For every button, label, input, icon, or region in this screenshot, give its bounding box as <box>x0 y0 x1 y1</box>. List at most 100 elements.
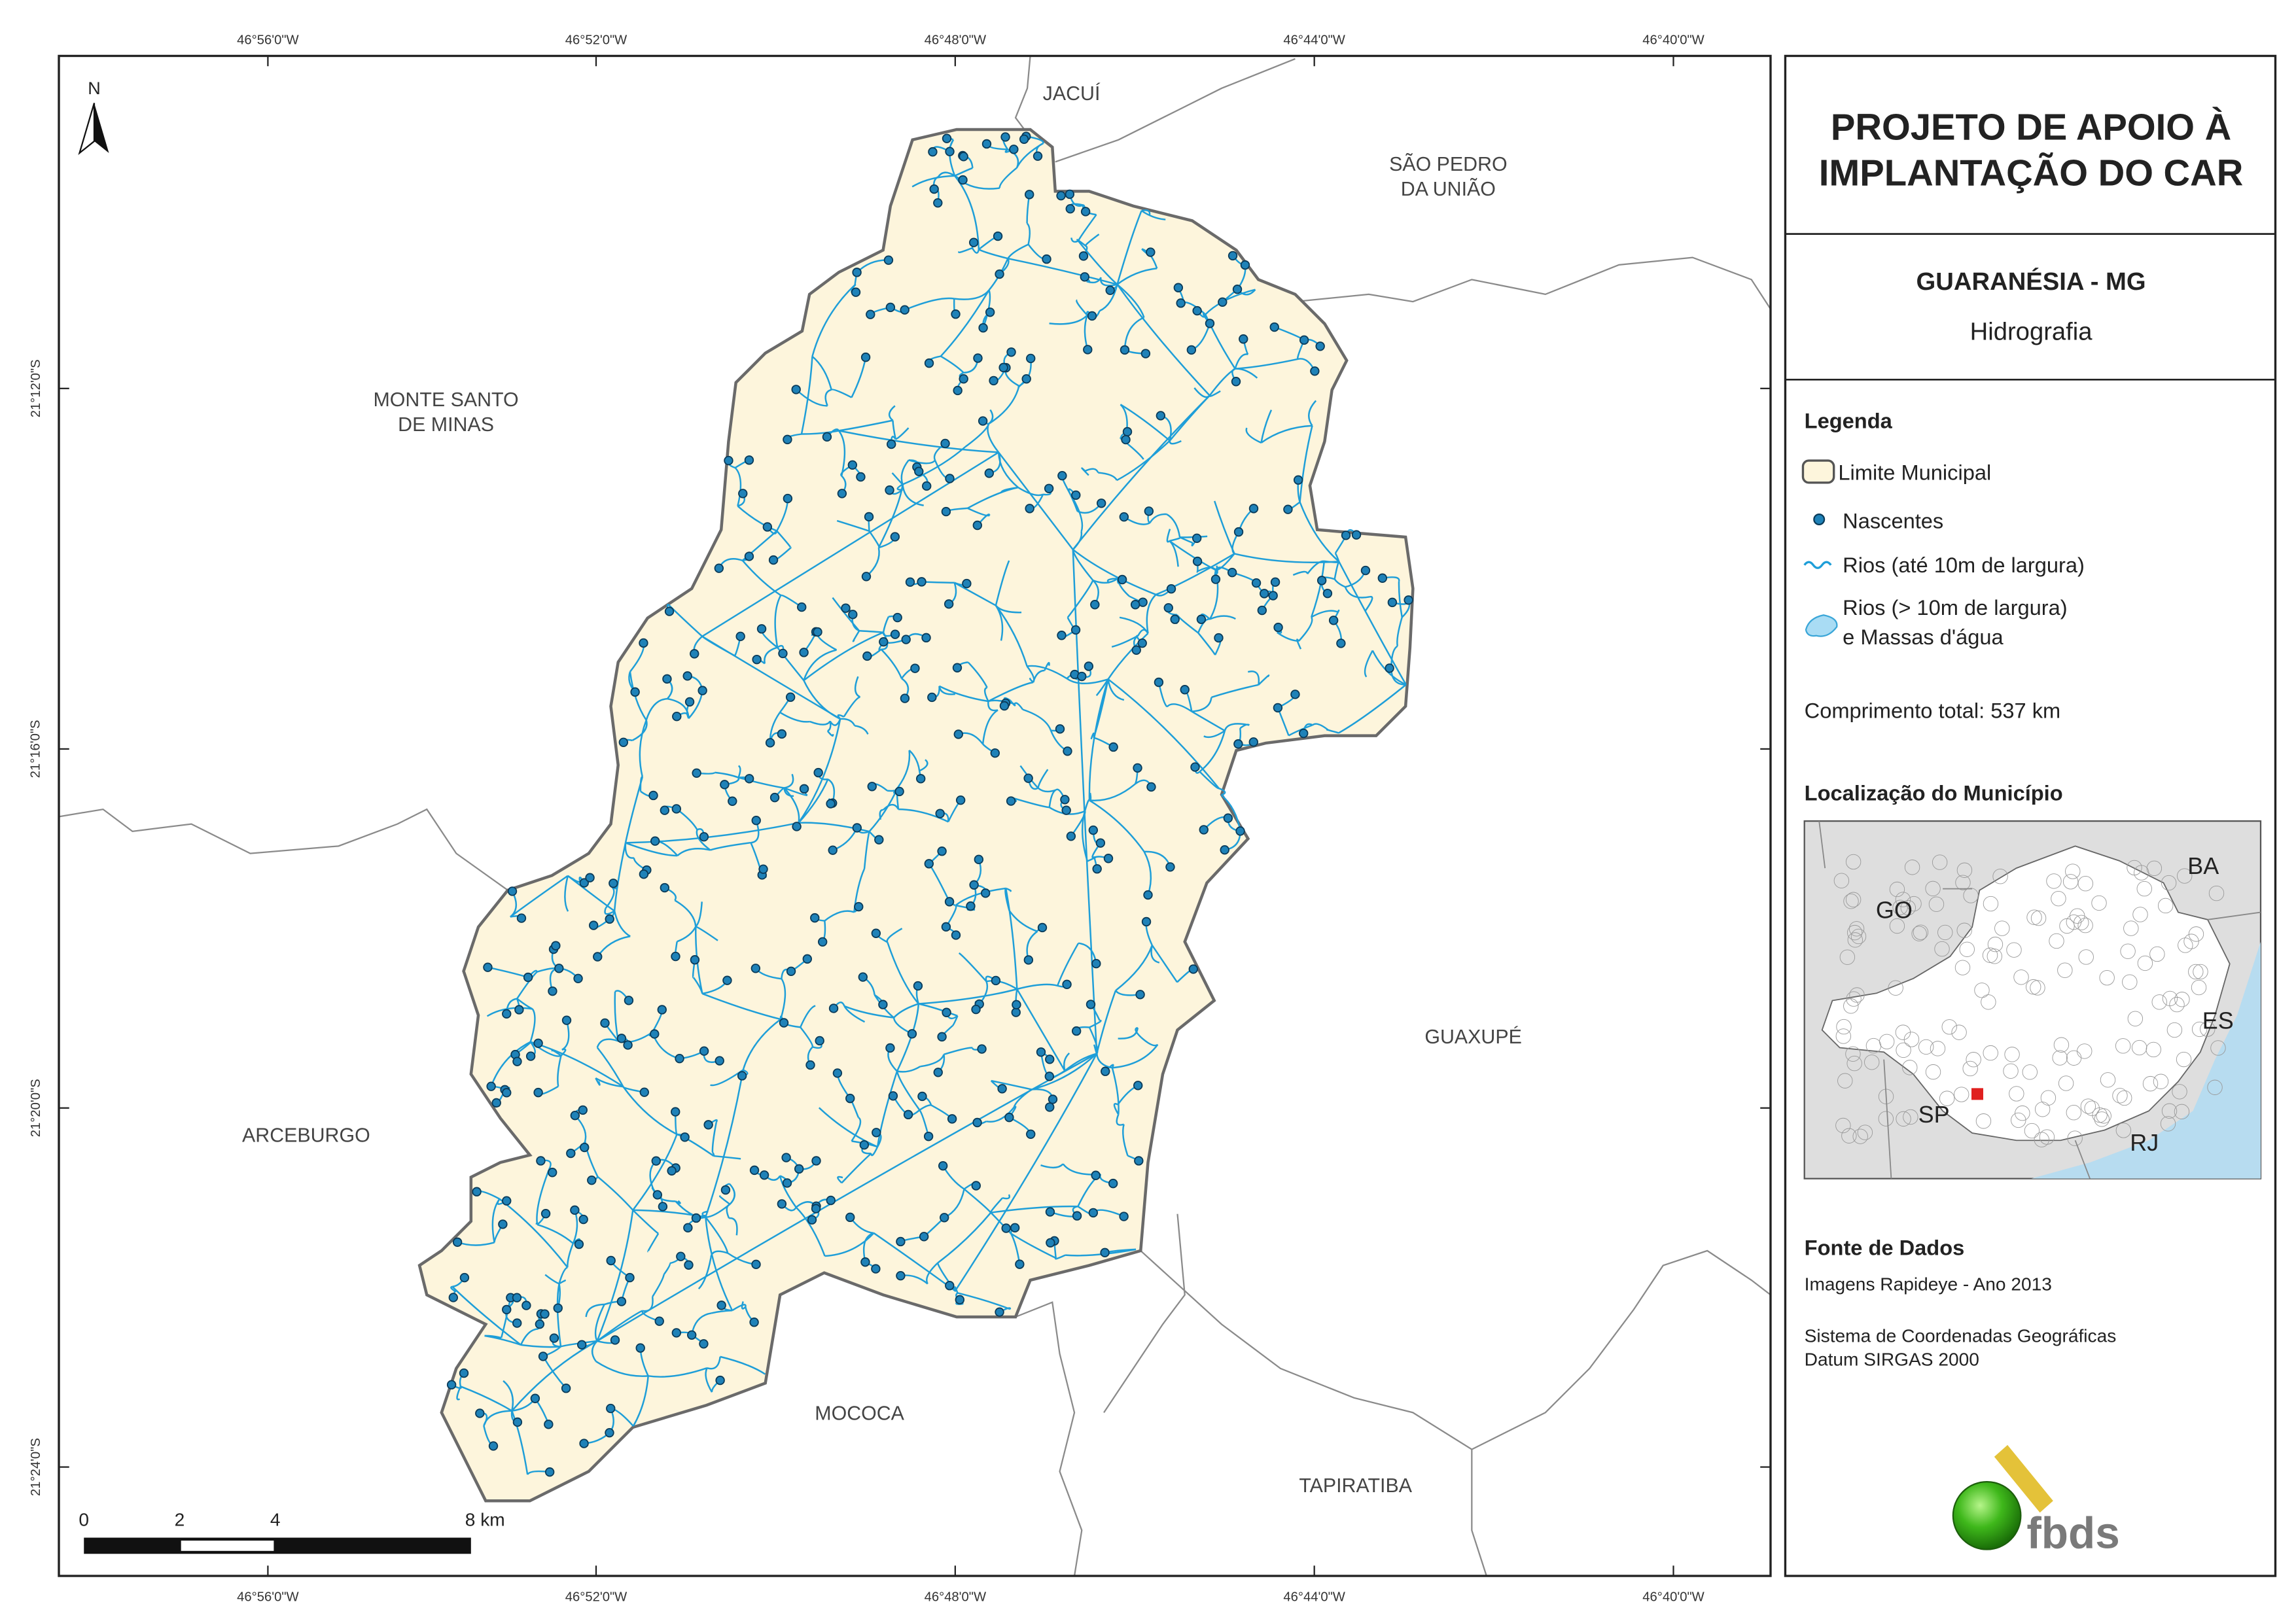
legend-swatch <box>1803 561 1832 569</box>
inset-municipality <box>2162 990 2178 1007</box>
river <box>595 1077 601 1086</box>
spring <box>1025 190 1034 200</box>
spring <box>1057 471 1067 481</box>
inset-municipality <box>1974 983 1990 998</box>
spring <box>606 1255 616 1266</box>
spring <box>1140 349 1151 358</box>
spring <box>720 1185 731 1195</box>
river <box>1084 234 1100 247</box>
spring <box>735 631 745 642</box>
river <box>1031 1053 1098 1091</box>
river <box>675 1200 681 1204</box>
river <box>995 604 1028 667</box>
river <box>1169 394 1210 442</box>
river <box>595 1077 624 1088</box>
spring <box>777 729 787 739</box>
river <box>1140 1036 1159 1047</box>
river <box>1334 553 1340 562</box>
river <box>604 907 615 915</box>
spring <box>657 1005 667 1015</box>
river <box>1016 983 1058 990</box>
river <box>844 1005 894 1019</box>
spring <box>974 854 984 865</box>
spring <box>1066 831 1076 841</box>
spring <box>1154 677 1164 688</box>
spring <box>749 1165 760 1176</box>
river <box>776 530 792 549</box>
river <box>811 355 832 391</box>
spring <box>472 1187 482 1196</box>
spring <box>720 780 730 790</box>
inset-municipality <box>1902 1060 1918 1075</box>
map-frame <box>58 54 1772 1577</box>
spring <box>1273 703 1283 713</box>
spring <box>1377 573 1388 583</box>
spring <box>605 914 614 924</box>
river <box>537 1223 574 1244</box>
spring <box>969 880 979 890</box>
river <box>1093 679 1109 739</box>
inset-municipality <box>1835 1117 1851 1134</box>
river <box>795 1206 826 1257</box>
spring <box>866 309 875 319</box>
inset-municipality <box>2142 1075 2159 1092</box>
municipal-boundary <box>417 128 1415 1503</box>
river <box>879 809 883 820</box>
spring <box>549 1333 559 1343</box>
spring <box>616 1034 627 1043</box>
spring <box>671 804 682 814</box>
inset-municipality <box>2137 955 2153 971</box>
river <box>838 430 999 453</box>
inset-municipality <box>1941 1019 1957 1035</box>
scale-label: 0 <box>79 1510 89 1530</box>
spring <box>871 928 881 938</box>
river <box>1396 617 1403 646</box>
inset-municipality <box>1841 1128 1857 1143</box>
inset-municipality <box>2030 980 2045 996</box>
spring <box>951 930 961 940</box>
map-area <box>59 56 1771 1577</box>
river <box>1364 650 1373 678</box>
river <box>622 1086 678 1136</box>
spring <box>1045 1207 1055 1217</box>
spring <box>942 1007 951 1017</box>
spring <box>521 1300 531 1310</box>
river <box>783 788 794 797</box>
spring <box>676 1251 686 1261</box>
spring <box>1290 689 1300 699</box>
spring <box>917 577 927 587</box>
spring <box>977 1044 987 1054</box>
logo-text: fbds <box>2026 1509 2119 1558</box>
spring <box>684 697 695 707</box>
spring <box>799 648 809 657</box>
spring <box>491 1098 501 1108</box>
spring <box>1270 577 1280 587</box>
inset-municipality <box>1975 1113 1992 1129</box>
spring <box>1273 622 1283 633</box>
river <box>774 595 782 648</box>
river <box>1398 581 1403 618</box>
spring <box>588 920 599 930</box>
river <box>889 405 896 421</box>
spring <box>794 1164 804 1174</box>
spring <box>548 1168 557 1178</box>
river <box>1141 209 1151 216</box>
spring <box>955 795 966 805</box>
river <box>944 1047 973 1056</box>
river <box>818 1107 878 1148</box>
spring <box>851 287 861 297</box>
river <box>1088 678 1109 801</box>
inset-municipality <box>2039 1129 2055 1145</box>
inset-municipality <box>2166 1022 2183 1038</box>
spring <box>1310 366 1320 376</box>
river <box>779 978 786 1020</box>
spring <box>980 888 991 898</box>
inset-municipality <box>2059 918 2075 934</box>
river <box>893 1003 919 1019</box>
spring <box>516 913 527 923</box>
river <box>1072 531 1083 550</box>
spring <box>900 693 910 703</box>
spring <box>651 1156 661 1166</box>
river <box>1299 502 1340 563</box>
spring <box>530 1393 540 1403</box>
